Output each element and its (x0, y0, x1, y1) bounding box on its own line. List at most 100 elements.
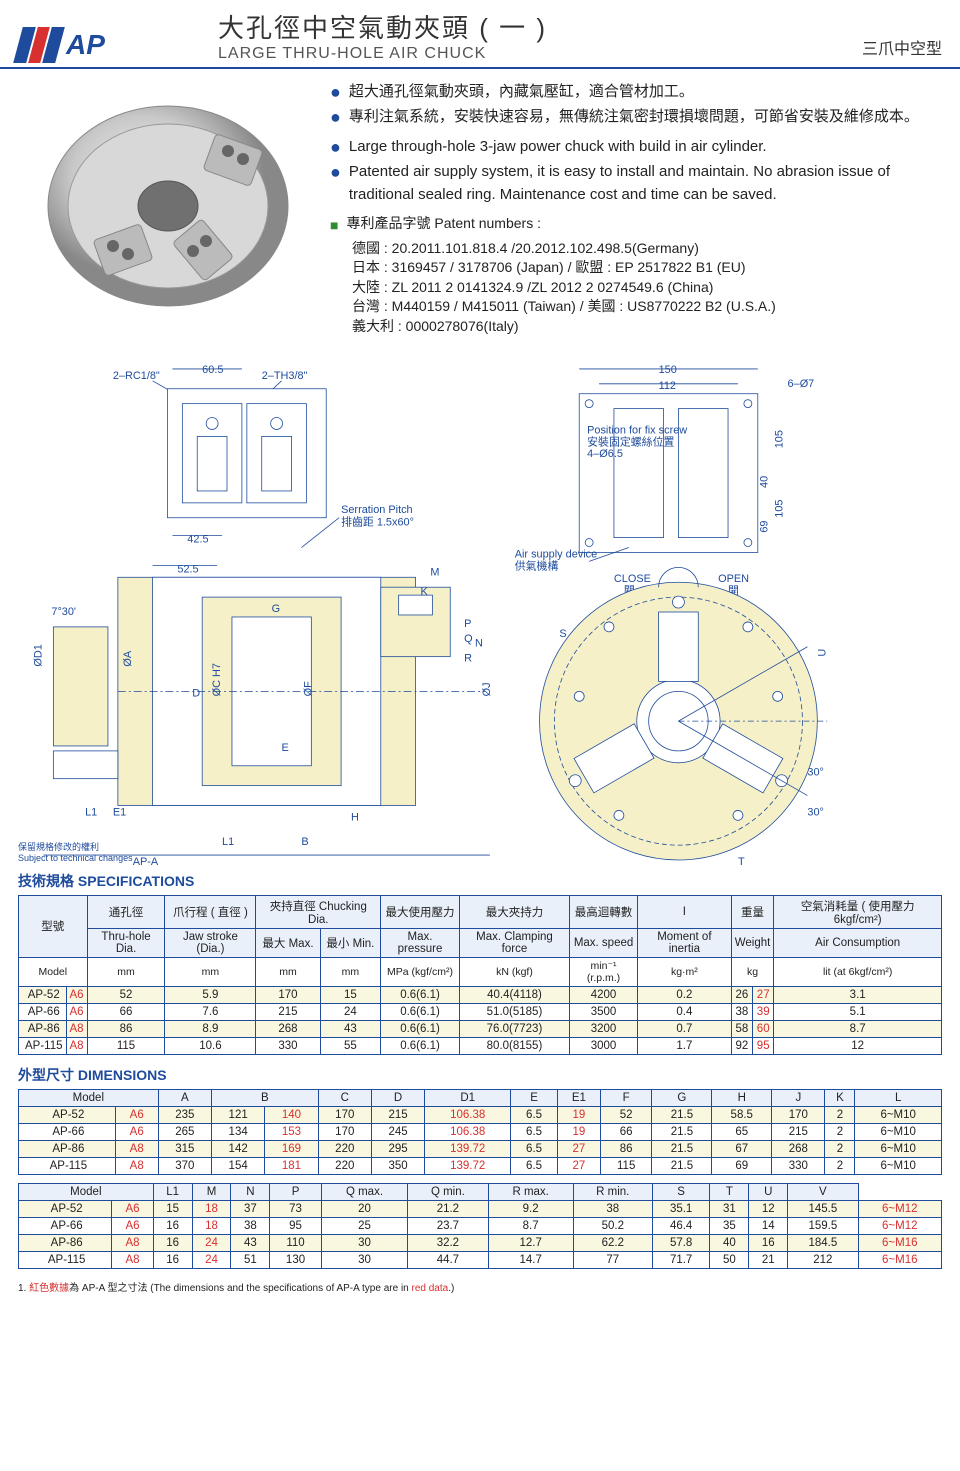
cell: 16 (153, 1251, 192, 1268)
cell: 3.1 (774, 986, 942, 1003)
cell: 32.2 (408, 1234, 488, 1251)
cell: 10.6 (165, 1037, 256, 1054)
cell: 26 (731, 986, 752, 1003)
cell: 19 (557, 1106, 600, 1123)
patent-block: ■專利產品字號 Patent numbers : 德國 : 20.2011.10… (330, 214, 942, 336)
th: J (772, 1089, 825, 1106)
cell: 330 (256, 1037, 320, 1054)
cell: 139.72 (425, 1157, 511, 1174)
cell: 30 (321, 1251, 408, 1268)
cell: 16 (153, 1217, 192, 1234)
cell: 3200 (570, 1020, 638, 1037)
svg-text:105: 105 (774, 499, 786, 517)
svg-text:T: T (738, 856, 745, 865)
svg-text:L1: L1 (222, 836, 234, 848)
cell: 7.6 (165, 1003, 256, 1020)
th: 最大夾持力 (459, 895, 569, 928)
cell: 2 (825, 1106, 855, 1123)
svg-text:供氣機構: 供氣機構 (515, 558, 559, 572)
th: Model (19, 1089, 159, 1106)
svg-text:B: B (301, 836, 308, 848)
cell: 170 (772, 1106, 825, 1123)
cell: 44.7 (408, 1251, 488, 1268)
th: R min. (573, 1183, 652, 1200)
th: Max. Clamping force (459, 928, 569, 957)
cell: AP-86 (19, 1140, 116, 1157)
cell: 40.4(4118) (459, 986, 569, 1003)
cell: AP-66 (19, 1123, 116, 1140)
cell: 6.5 (511, 1123, 558, 1140)
cell: 18 (192, 1200, 231, 1217)
cell: 43 (231, 1234, 270, 1251)
cell: 6~M12 (858, 1217, 942, 1234)
svg-text:L1: L1 (85, 806, 97, 818)
cell: 66 (600, 1123, 652, 1140)
th: Weight (731, 928, 774, 957)
cell: 18 (192, 1217, 231, 1234)
svg-text:CLOSE: CLOSE (614, 573, 651, 585)
unit: lit (at 6kgf/cm²) (774, 957, 942, 986)
patent-line: 日本 : 3169457 / 3178706 (Japan) / 歐盟 : EP… (352, 258, 942, 278)
cell: 8.7 (488, 1217, 573, 1234)
unit: kg (731, 957, 774, 986)
th: Max. pressure (381, 928, 460, 957)
cell: AP-86 (19, 1234, 112, 1251)
title-block: 大孔徑中空氣動夾頭 ( 一 ) LARGE THRU-HOLE AIR CHUC… (168, 8, 862, 63)
bullet-cn-1: ●專利注氣系統，安裝快速容易，無傳統注氣密封環損壞問題，可節省安裝及維修成本。 (330, 106, 942, 129)
svg-text:R: R (464, 652, 472, 664)
cell: 58 (731, 1020, 752, 1037)
cell: 0.6(6.1) (381, 986, 460, 1003)
brand-text: AP (66, 29, 105, 61)
spec-row: AP-66 A6 66 7.6 215 24 0.6(6.1) 51.0(518… (19, 1003, 942, 1020)
cell: 12.7 (488, 1234, 573, 1251)
cell: 21.2 (408, 1200, 488, 1217)
cell: AP-86 (19, 1020, 67, 1037)
cell: 27 (557, 1157, 600, 1174)
cell: 16 (153, 1234, 192, 1251)
cell: 265 (158, 1123, 211, 1140)
th: 最小 Min. (320, 928, 381, 957)
cell: AP-115 (19, 1251, 112, 1268)
title-en: LARGE THRU-HOLE AIR CHUCK (218, 45, 862, 63)
unit: min⁻¹ (r.p.m.) (570, 957, 638, 986)
cell: 350 (371, 1157, 424, 1174)
svg-text:Serration Pitch: Serration Pitch (341, 503, 413, 515)
th: H (712, 1089, 772, 1106)
cell: 106.38 (425, 1106, 511, 1123)
cell: 220 (318, 1157, 371, 1174)
th: 爪行程 ( 直徑 ) (165, 895, 256, 928)
cell: 19 (557, 1123, 600, 1140)
svg-text:ØC H7: ØC H7 (211, 663, 223, 696)
cell: 215 (371, 1106, 424, 1123)
cell: 130 (270, 1251, 321, 1268)
cell: 169 (265, 1140, 318, 1157)
cell: 24 (192, 1251, 231, 1268)
cell: 21.5 (652, 1157, 712, 1174)
cell: 55 (320, 1037, 381, 1054)
cell: 140 (265, 1106, 318, 1123)
cell: 139.72 (425, 1140, 511, 1157)
cell: 295 (371, 1140, 424, 1157)
unit: MPa (kgf/cm²) (381, 957, 460, 986)
th: 最大 Max. (256, 928, 320, 957)
svg-text:K: K (420, 586, 428, 598)
dim-row: AP-66A6265134153170245106.386.5196621.56… (19, 1123, 942, 1140)
cell: AP-115 (19, 1037, 67, 1054)
th: R max. (488, 1183, 573, 1200)
cell: 235 (158, 1106, 211, 1123)
svg-text:Air supply device: Air supply device (515, 548, 597, 560)
th: T (710, 1183, 749, 1200)
chuck-illustration-icon (38, 91, 298, 311)
th: Air Consumption (774, 928, 942, 957)
cell: 0.6(6.1) (381, 1037, 460, 1054)
spec-row: AP-52 A6 52 5.9 170 15 0.6(6.1) 40.4(411… (19, 986, 942, 1003)
bullet-en-0: ●Large through-hole 3-jaw power chuck wi… (330, 136, 942, 159)
cell: 184.5 (788, 1234, 858, 1251)
svg-text:30°: 30° (807, 766, 824, 778)
th: Thru-hole Dia. (87, 928, 165, 957)
dim-row: AP-52A6151837732021.29.23835.13112145.56… (19, 1200, 942, 1217)
th: K (825, 1089, 855, 1106)
cell: 0.6(6.1) (381, 1020, 460, 1037)
cell: A8 (115, 1140, 158, 1157)
cell: 154 (211, 1157, 264, 1174)
